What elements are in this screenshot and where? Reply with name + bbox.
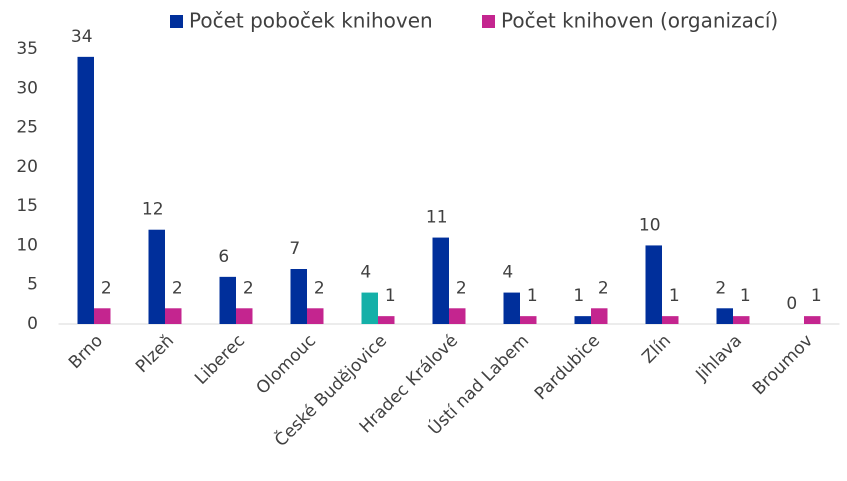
y-tick-label: 0 <box>27 314 38 334</box>
bar <box>503 292 520 324</box>
bar <box>662 316 679 324</box>
x-tick-label: Pardubice <box>531 331 604 404</box>
data-label: 4 <box>360 263 371 283</box>
data-label: 1 <box>811 286 822 306</box>
y-tick-label: 30 <box>16 78 38 98</box>
data-label: 10 <box>639 215 661 235</box>
bar <box>77 56 94 324</box>
data-label: 2 <box>172 278 183 298</box>
data-label: 2 <box>598 278 609 298</box>
y-tick-label: 25 <box>16 118 38 138</box>
bar <box>449 308 466 324</box>
y-tick-label: 15 <box>16 196 38 216</box>
x-tick-label: Liberec <box>191 331 249 389</box>
data-label: 2 <box>314 278 325 298</box>
data-label: 6 <box>218 247 229 267</box>
y-tick-label: 20 <box>16 157 38 177</box>
bar <box>591 308 608 324</box>
legend-label: Počet poboček knihoven <box>189 9 433 33</box>
data-label: 12 <box>142 200 164 220</box>
data-label: 4 <box>502 263 513 283</box>
bar <box>716 308 733 324</box>
data-label: 2 <box>456 278 467 298</box>
bar <box>307 308 324 324</box>
data-label: 11 <box>426 208 448 228</box>
bar <box>574 316 591 324</box>
x-tick-label: Plzeň <box>132 331 178 377</box>
y-tick-label: 35 <box>16 39 38 59</box>
data-label: 1 <box>740 286 751 306</box>
x-tick-label: Broumov <box>749 331 817 399</box>
data-label: 34 <box>71 27 93 47</box>
legend-swatch <box>482 15 495 28</box>
data-label: 1 <box>669 286 680 306</box>
x-tick-label: Olomouc <box>252 331 320 399</box>
bar <box>236 308 253 324</box>
data-label: 1 <box>573 286 584 306</box>
data-label: 7 <box>289 239 300 259</box>
x-tick-label: Brno <box>65 331 107 373</box>
bar <box>645 245 662 324</box>
bar <box>432 237 449 324</box>
bar <box>94 308 111 324</box>
y-tick-label: 5 <box>27 275 38 295</box>
data-label: 2 <box>715 278 726 298</box>
data-label: 2 <box>101 278 112 298</box>
bar <box>520 316 537 324</box>
data-label: 0 <box>786 294 797 314</box>
bar <box>378 316 395 324</box>
bar <box>219 276 236 324</box>
bar <box>361 292 378 324</box>
x-tick-label: Jihlava <box>692 331 747 386</box>
bar <box>148 229 165 324</box>
x-tick-label: Zlín <box>638 331 675 368</box>
y-tick-label: 10 <box>16 235 38 255</box>
bar <box>733 316 750 324</box>
bar <box>804 316 821 324</box>
legend-swatch <box>170 15 183 28</box>
bar <box>165 308 182 324</box>
data-label: 1 <box>385 286 396 306</box>
legend-label: Počet knihoven (organizací) <box>501 9 778 33</box>
data-label: 1 <box>527 286 538 306</box>
data-label: 2 <box>243 278 254 298</box>
bar <box>290 269 307 324</box>
